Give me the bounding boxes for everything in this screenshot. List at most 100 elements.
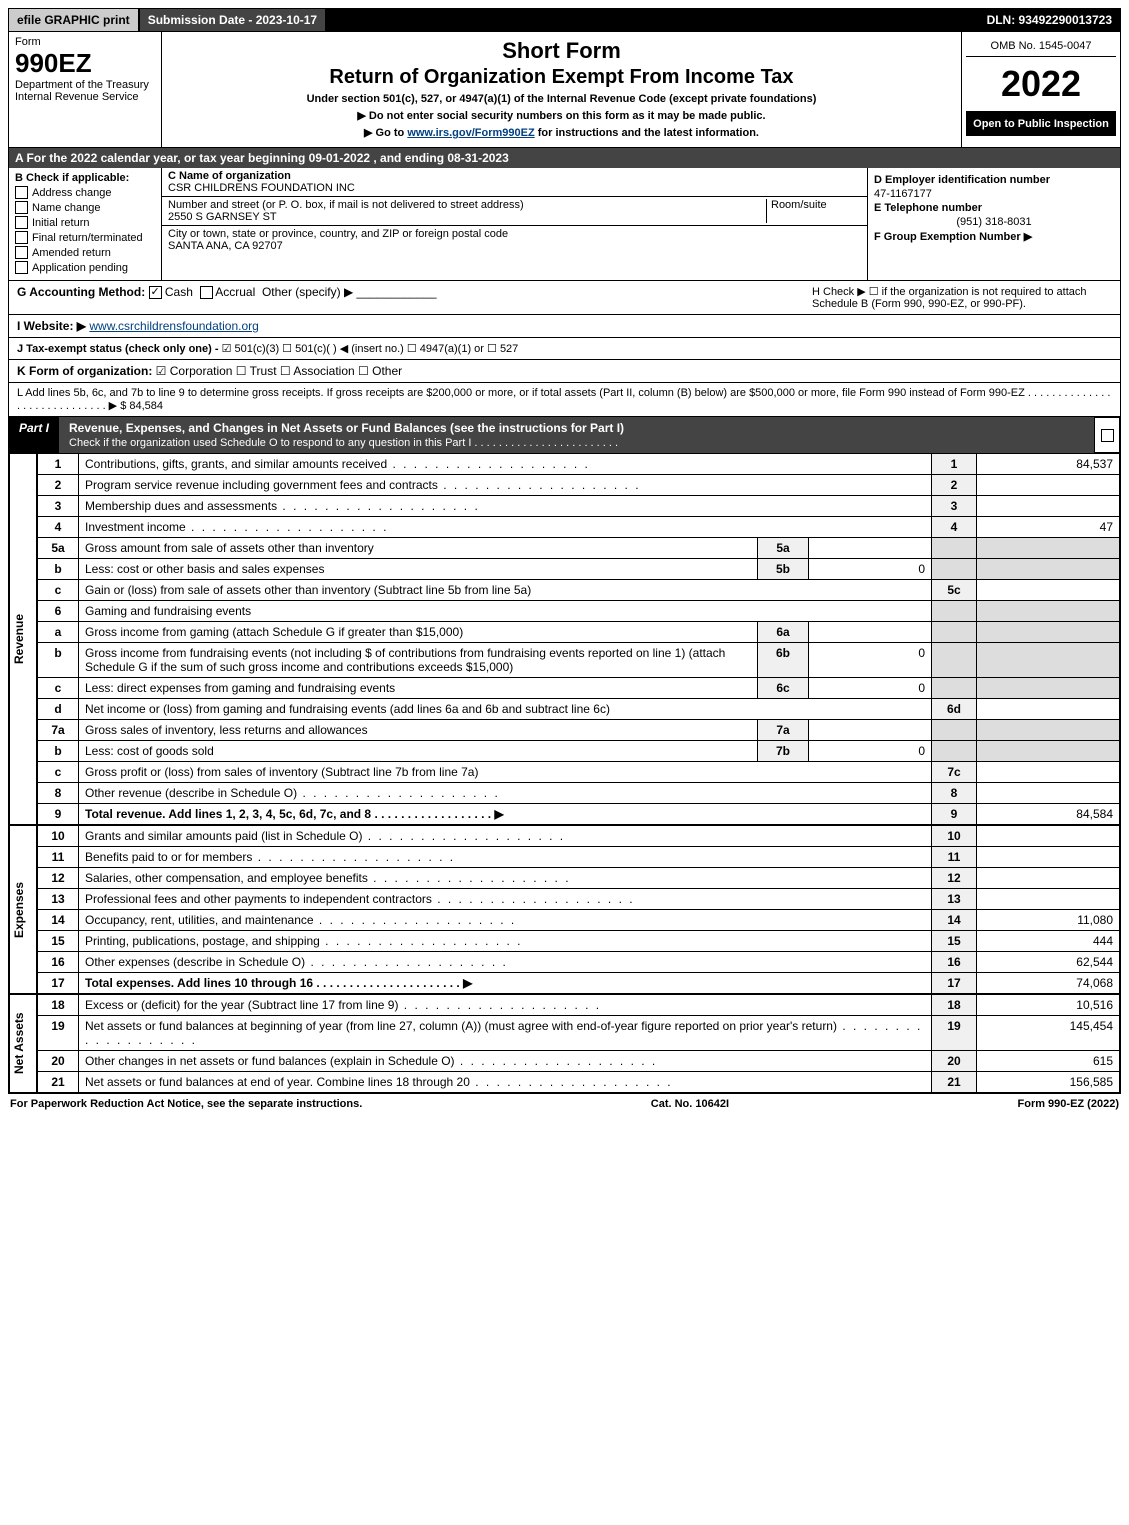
misc-i: I Website: ▶ www.csrchildrensfoundation.… bbox=[9, 315, 1120, 338]
col-b-title: B Check if applicable: bbox=[15, 172, 155, 184]
line-16: 16Other expenses (describe in Schedule O… bbox=[38, 952, 1120, 973]
omb-number: OMB No. 1545-0047 bbox=[966, 36, 1116, 57]
goto-post: for instructions and the latest informat… bbox=[538, 127, 759, 139]
line-18: 18Excess or (deficit) for the year (Subt… bbox=[38, 995, 1120, 1016]
misc-g-h: G Accounting Method: Cash Accrual Other … bbox=[9, 281, 1120, 315]
header-right: OMB No. 1545-0047 2022 Open to Public In… bbox=[962, 32, 1120, 147]
irs-link[interactable]: www.irs.gov/Form990EZ bbox=[407, 127, 534, 139]
line-5c: cGain or (loss) from sale of assets othe… bbox=[38, 580, 1120, 601]
line-7c: cGross profit or (loss) from sales of in… bbox=[38, 762, 1120, 783]
i-label: I Website: ▶ bbox=[17, 319, 86, 333]
net-assets-table: 18Excess or (deficit) for the year (Subt… bbox=[37, 994, 1120, 1093]
line-3: 3Membership dues and assessments3 bbox=[38, 496, 1120, 517]
website-link[interactable]: www.csrchildrensfoundation.org bbox=[89, 319, 258, 333]
expenses-table: 10Grants and similar amounts paid (list … bbox=[37, 825, 1120, 994]
form-number: 990EZ bbox=[15, 48, 155, 79]
dept-treasury: Department of the Treasury bbox=[15, 79, 155, 91]
ssn-warning: ▶ Do not enter social security numbers o… bbox=[172, 109, 951, 122]
revenue-section: Revenue 1Contributions, gifts, grants, a… bbox=[9, 453, 1120, 825]
line-6c: cLess: direct expenses from gaming and f… bbox=[38, 678, 1120, 699]
line-2: 2Program service revenue including gover… bbox=[38, 475, 1120, 496]
misc-j: J Tax-exempt status (check only one) - ☑… bbox=[9, 338, 1120, 360]
misc-k: K Form of organization: ☑ Corporation ☐ … bbox=[9, 360, 1120, 383]
j-label: J Tax-exempt status (check only one) - bbox=[17, 343, 222, 355]
line-11: 11Benefits paid to or for members11 bbox=[38, 847, 1120, 868]
line-14: 14Occupancy, rent, utilities, and mainte… bbox=[38, 910, 1120, 931]
tel-label: E Telephone number bbox=[874, 202, 982, 214]
expenses-vlabel: Expenses bbox=[9, 825, 37, 994]
ein-label: D Employer identification number bbox=[874, 174, 1050, 186]
line-20: 20Other changes in net assets or fund ba… bbox=[38, 1051, 1120, 1072]
chk-final-return[interactable] bbox=[15, 231, 28, 244]
footer-cat: Cat. No. 10642I bbox=[651, 1098, 729, 1110]
k-options: ☑ Corporation ☐ Trust ☐ Association ☐ Ot… bbox=[156, 364, 402, 378]
line-7a: 7aGross sales of inventory, less returns… bbox=[38, 720, 1120, 741]
h-schedule-b: H Check ▶ ☐ if the organization is not r… bbox=[812, 285, 1112, 310]
chk-address-change[interactable] bbox=[15, 186, 28, 199]
goto-line: ▶ Go to www.irs.gov/Form990EZ for instru… bbox=[172, 126, 951, 139]
revenue-vlabel: Revenue bbox=[9, 453, 37, 825]
part-1-tag: Part I bbox=[9, 417, 59, 453]
line-6: 6Gaming and fundraising events bbox=[38, 601, 1120, 622]
efile-print-button[interactable]: efile GRAPHIC print bbox=[9, 9, 138, 31]
j-options: ☑ 501(c)(3) ☐ 501(c)( ) ◀ (insert no.) ☐… bbox=[222, 343, 519, 355]
line-17: 17Total expenses. Add lines 10 through 1… bbox=[38, 973, 1120, 994]
form-title: Return of Organization Exempt From Incom… bbox=[172, 66, 951, 89]
street-label: Number and street (or P. O. box, if mail… bbox=[168, 199, 524, 211]
line-6d: dNet income or (loss) from gaming and fu… bbox=[38, 699, 1120, 720]
dln-number: DLN: 93492290013723 bbox=[979, 10, 1120, 30]
form-subtitle: Under section 501(c), 527, or 4947(a)(1)… bbox=[172, 93, 951, 105]
line-13: 13Professional fees and other payments t… bbox=[38, 889, 1120, 910]
chk-amended-return[interactable] bbox=[15, 246, 28, 259]
footer-form: Form 990-EZ (2022) bbox=[1018, 1098, 1119, 1110]
chk-cash[interactable] bbox=[149, 286, 162, 299]
form-title-block: Short Form Return of Organization Exempt… bbox=[162, 32, 962, 147]
tel-value: (951) 318-8031 bbox=[874, 216, 1114, 228]
page-footer: For Paperwork Reduction Act Notice, see … bbox=[8, 1094, 1121, 1110]
line-8: 8Other revenue (describe in Schedule O)8 bbox=[38, 783, 1120, 804]
line-a-tax-year: A For the 2022 calendar year, or tax yea… bbox=[9, 148, 1120, 168]
line-12: 12Salaries, other compensation, and empl… bbox=[38, 868, 1120, 889]
part-1-check-line: Check if the organization used Schedule … bbox=[69, 437, 618, 449]
part-1-title: Revenue, Expenses, and Changes in Net As… bbox=[69, 421, 624, 435]
line-5a: 5aGross amount from sale of assets other… bbox=[38, 538, 1120, 559]
top-bar: efile GRAPHIC print Submission Date - 20… bbox=[8, 8, 1121, 32]
org-name: CSR CHILDRENS FOUNDATION INC bbox=[168, 182, 355, 194]
form-header: Form 990EZ Department of the Treasury In… bbox=[9, 32, 1120, 148]
line-21: 21Net assets or fund balances at end of … bbox=[38, 1072, 1120, 1093]
goto-pre: ▶ Go to bbox=[364, 127, 407, 139]
line-10: 10Grants and similar amounts paid (list … bbox=[38, 826, 1120, 847]
chk-application-pending[interactable] bbox=[15, 261, 28, 274]
tax-year: 2022 bbox=[966, 57, 1116, 112]
entity-info-grid: B Check if applicable: Address change Na… bbox=[9, 168, 1120, 281]
line-6b: bGross income from fundraising events (n… bbox=[38, 643, 1120, 678]
net-assets-vlabel: Net Assets bbox=[9, 994, 37, 1093]
ein-value: 47-1167177 bbox=[874, 188, 1114, 200]
line-1: 1Contributions, gifts, grants, and simil… bbox=[38, 454, 1120, 475]
line-19: 19Net assets or fund balances at beginni… bbox=[38, 1016, 1120, 1051]
g-label: G Accounting Method: bbox=[17, 285, 145, 299]
column-b-checkboxes: B Check if applicable: Address change Na… bbox=[9, 168, 162, 280]
form-identity: Form 990EZ Department of the Treasury In… bbox=[9, 32, 162, 147]
group-exemption-label: F Group Exemption Number ▶ bbox=[874, 231, 1032, 243]
street-value: 2550 S GARNSEY ST bbox=[168, 211, 277, 223]
line-6a: aGross income from gaming (attach Schedu… bbox=[38, 622, 1120, 643]
form-word: Form bbox=[15, 36, 155, 48]
chk-initial-return[interactable] bbox=[15, 216, 28, 229]
column-c-org-info: C Name of organization CSR CHILDRENS FOU… bbox=[162, 168, 868, 280]
city-label: City or town, state or province, country… bbox=[168, 228, 508, 240]
chk-name-change[interactable] bbox=[15, 201, 28, 214]
column-d-ein-tel: D Employer identification number 47-1167… bbox=[868, 168, 1120, 280]
chk-accrual[interactable] bbox=[200, 286, 213, 299]
chk-schedule-o-used[interactable] bbox=[1101, 429, 1114, 442]
irs-label: Internal Revenue Service bbox=[15, 91, 155, 103]
expenses-section: Expenses 10Grants and similar amounts pa… bbox=[9, 825, 1120, 994]
short-form-label: Short Form bbox=[172, 38, 951, 64]
misc-l: L Add lines 5b, 6c, and 7b to line 9 to … bbox=[9, 383, 1120, 417]
line-4: 4Investment income447 bbox=[38, 517, 1120, 538]
net-assets-section: Net Assets 18Excess or (deficit) for the… bbox=[9, 994, 1120, 1093]
footer-left: For Paperwork Reduction Act Notice, see … bbox=[10, 1098, 362, 1110]
k-label: K Form of organization: bbox=[17, 364, 152, 378]
revenue-table: 1Contributions, gifts, grants, and simil… bbox=[37, 453, 1120, 825]
line-15: 15Printing, publications, postage, and s… bbox=[38, 931, 1120, 952]
